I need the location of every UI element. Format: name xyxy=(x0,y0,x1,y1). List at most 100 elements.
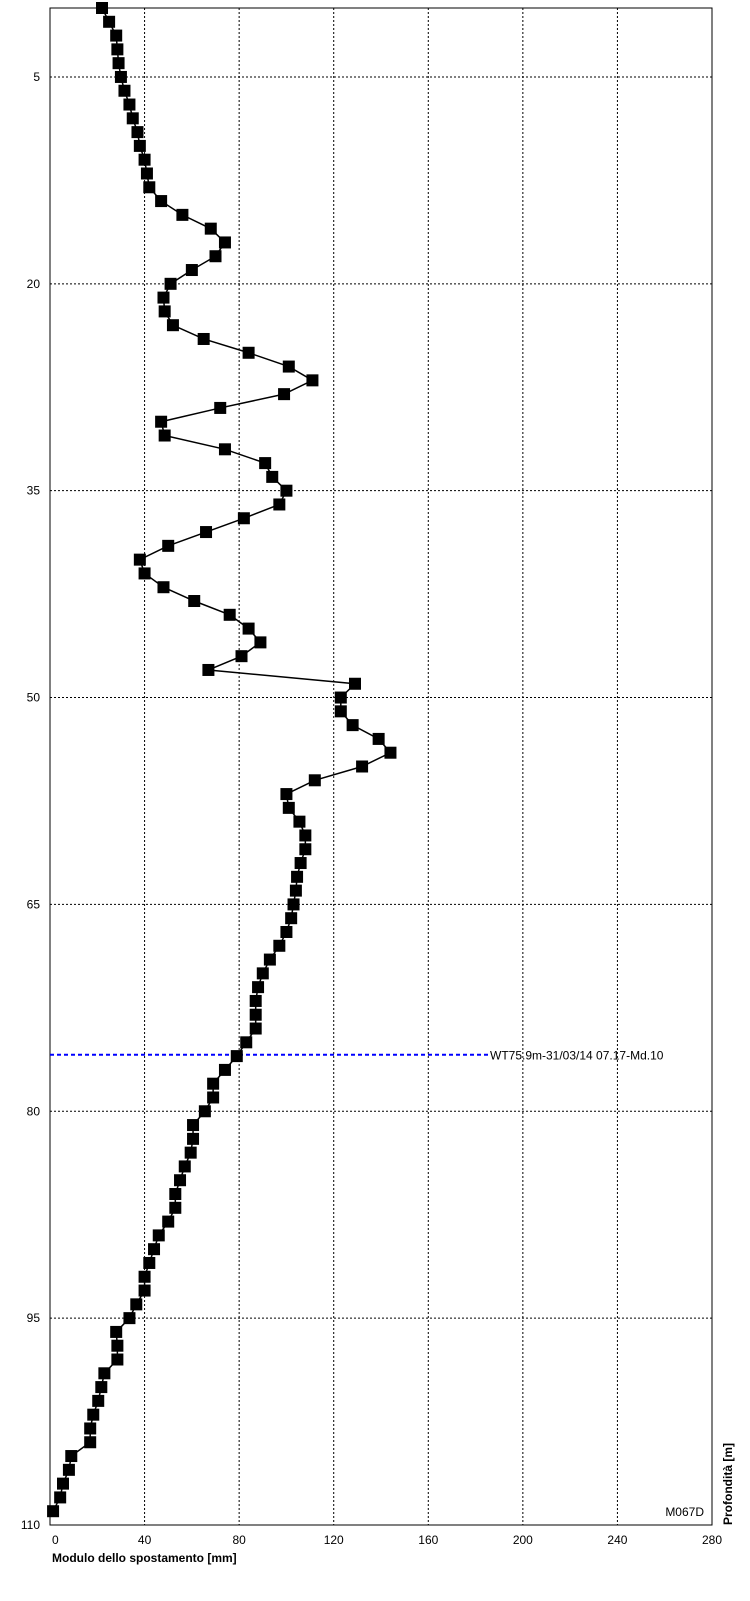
marker xyxy=(280,484,293,497)
marker xyxy=(111,1339,124,1352)
marker xyxy=(299,829,312,842)
marker xyxy=(187,1119,200,1132)
marker xyxy=(95,1381,108,1394)
marker xyxy=(285,912,298,925)
marker xyxy=(84,1422,97,1435)
marker xyxy=(87,1408,100,1421)
marker xyxy=(282,360,295,373)
marker xyxy=(131,126,144,139)
marker xyxy=(166,319,179,332)
marker xyxy=(110,29,123,42)
marker xyxy=(299,843,312,856)
marker xyxy=(110,1325,123,1338)
marker xyxy=(123,98,136,111)
marker xyxy=(162,1215,175,1228)
marker xyxy=(126,112,139,125)
y-axis-label: Profondità [m] xyxy=(721,1443,735,1525)
marker xyxy=(218,236,231,249)
marker xyxy=(178,1160,191,1173)
marker xyxy=(346,719,359,732)
marker xyxy=(133,139,146,152)
marker xyxy=(184,1146,197,1159)
marker xyxy=(356,760,369,773)
marker xyxy=(62,1463,75,1476)
marker xyxy=(176,208,189,221)
x-tick-label: 280 xyxy=(702,1533,722,1547)
marker xyxy=(278,388,291,401)
marker xyxy=(65,1450,78,1463)
marker xyxy=(123,1312,136,1325)
marker xyxy=(57,1477,70,1490)
marker xyxy=(202,663,215,676)
marker xyxy=(252,981,265,994)
marker xyxy=(158,305,171,318)
marker xyxy=(282,801,295,814)
marker xyxy=(235,650,248,663)
marker xyxy=(308,774,321,787)
marker xyxy=(198,1105,211,1118)
marker xyxy=(207,1077,220,1090)
marker xyxy=(152,1229,165,1242)
marker xyxy=(112,57,125,70)
marker xyxy=(133,553,146,566)
marker xyxy=(164,277,177,290)
marker xyxy=(92,1394,105,1407)
marker xyxy=(157,581,170,594)
y-tick-label: 80 xyxy=(27,1104,41,1118)
marker xyxy=(138,567,151,580)
marker xyxy=(138,1270,151,1283)
x-tick-label: 200 xyxy=(513,1533,533,1547)
y-tick-label: 5 xyxy=(33,70,40,84)
marker xyxy=(263,953,276,966)
marker xyxy=(138,1284,151,1297)
marker xyxy=(306,374,319,387)
y-tick-label: 50 xyxy=(27,691,41,705)
marker xyxy=(249,994,262,1007)
y-tick-label: 35 xyxy=(27,484,41,498)
marker xyxy=(185,264,198,277)
marker xyxy=(334,705,347,718)
marker xyxy=(287,898,300,911)
marker xyxy=(148,1243,161,1256)
marker xyxy=(169,1201,182,1214)
x-tick-label: 240 xyxy=(607,1533,627,1547)
marker xyxy=(249,1008,262,1021)
marker xyxy=(223,608,236,621)
marker xyxy=(155,195,168,208)
marker xyxy=(96,2,109,14)
x-tick-label: 160 xyxy=(418,1533,438,1547)
marker xyxy=(254,636,267,649)
marker xyxy=(237,512,250,525)
marker xyxy=(242,622,255,635)
y-tick-label: 95 xyxy=(27,1311,41,1325)
marker xyxy=(294,857,307,870)
marker xyxy=(174,1174,187,1187)
marker xyxy=(155,415,168,428)
marker xyxy=(289,884,302,897)
marker xyxy=(204,222,217,235)
marker xyxy=(293,815,306,828)
marker xyxy=(273,498,286,511)
marker xyxy=(114,70,127,83)
marker xyxy=(84,1436,97,1449)
marker xyxy=(157,291,170,304)
marker xyxy=(209,250,222,263)
marker xyxy=(259,457,272,470)
marker xyxy=(214,401,227,414)
x-tick-label: 80 xyxy=(232,1533,246,1547)
marker xyxy=(273,939,286,952)
marker xyxy=(118,84,131,97)
marker xyxy=(130,1298,143,1311)
marker xyxy=(240,1036,253,1049)
marker xyxy=(103,15,116,28)
marker xyxy=(111,1353,124,1366)
marker xyxy=(143,181,156,194)
x-tick-label: 0 xyxy=(52,1533,59,1547)
marker xyxy=(207,1091,220,1104)
code-label: M067D xyxy=(665,1505,704,1519)
x-tick-label: 40 xyxy=(138,1533,152,1547)
marker xyxy=(200,526,213,539)
marker xyxy=(384,746,397,759)
